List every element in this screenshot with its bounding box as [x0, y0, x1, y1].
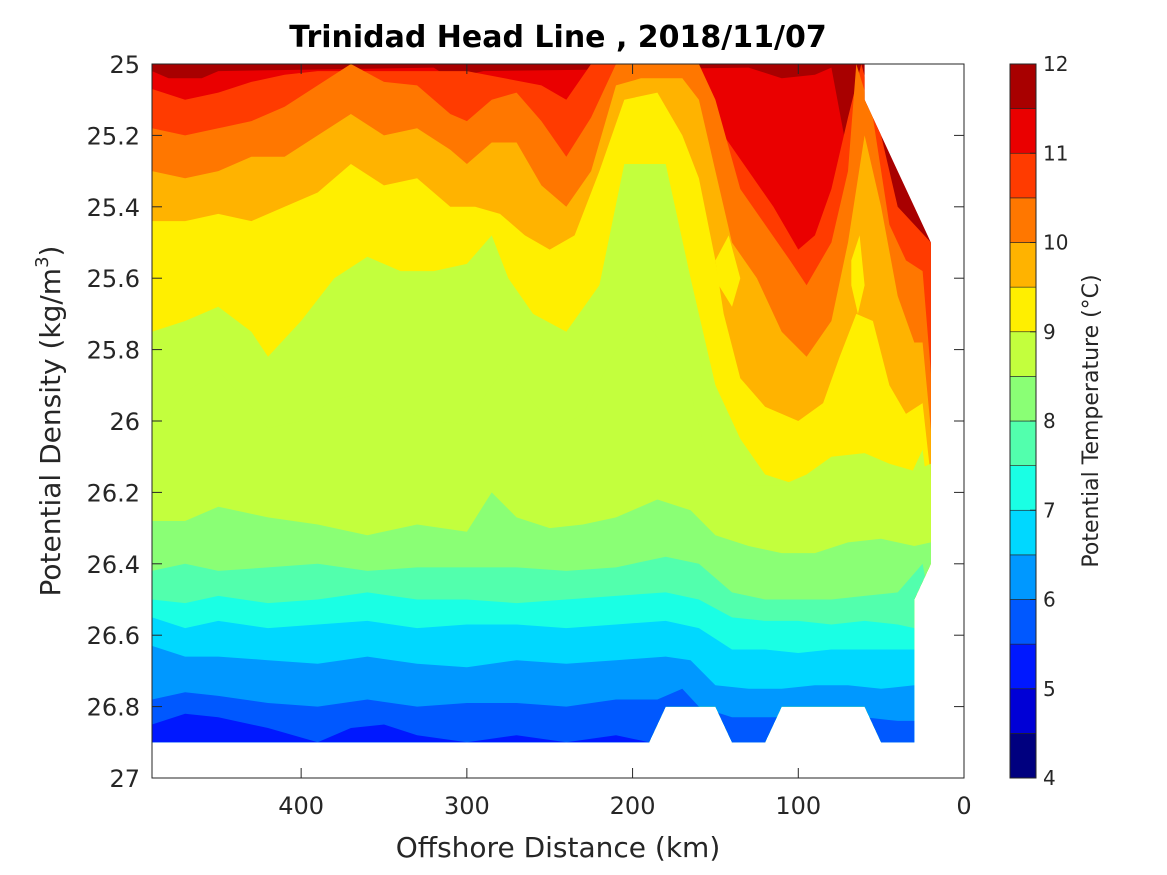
warm-lens-1 — [715, 235, 741, 307]
contour-band-5.5 — [152, 713, 931, 743]
warm-lens-2 — [851, 235, 865, 314]
y-tick-label: 26.2 — [87, 479, 140, 507]
colorbar-segment — [1009, 643, 1037, 690]
x-axis-label: Offshore Distance (km) — [396, 831, 721, 864]
colorbar-segment — [1009, 152, 1037, 199]
contour-bands — [152, 64, 931, 743]
y-tick-label: 27 — [109, 765, 140, 793]
y-tick-label: 26.6 — [87, 622, 140, 650]
colorbar-segment — [1009, 63, 1037, 109]
y-axis-ticks: 25 25.2 25.4 25.6 25.8 26 26.2 26.4 26.6 26.8 27 — [87, 51, 964, 793]
x-tick-label: 0 — [956, 792, 971, 820]
x-axis-ticks: 400 300 200 100 0 — [278, 64, 972, 820]
chart-title: Trinidad Head Line , 2018/11/07 — [289, 20, 826, 55]
colorbar-segment — [1009, 197, 1037, 243]
colorbar-segment — [1009, 420, 1037, 466]
colorbar-tick-label: 5 — [1043, 677, 1056, 701]
colorbar-segment — [1009, 331, 1037, 377]
colorbar-tick-label: 11 — [1043, 141, 1068, 165]
x-tick-label: 100 — [775, 792, 821, 820]
y-tick-label: 26 — [109, 408, 140, 436]
colorbar-segment — [1009, 108, 1037, 154]
contour-domain — [152, 64, 931, 743]
colorbar-segment — [1009, 599, 1037, 645]
colorbar-tick-label: 8 — [1043, 409, 1056, 433]
colorbar-segment — [1009, 509, 1037, 556]
colorbar-ticks: 4 5 6 7 8 9 10 11 12 — [1030, 52, 1068, 790]
colorbar-tick-label: 10 — [1043, 231, 1068, 255]
y-axis-label-main: Potential Density (kg/m — [34, 268, 67, 597]
y-tick-label: 26.8 — [87, 694, 140, 722]
contour-band-6 — [152, 688, 931, 743]
colorbar-label: Potential Temperature (°C) — [1079, 274, 1104, 567]
colorbar-tick-label: 12 — [1043, 52, 1068, 76]
y-axis-label-end: ) — [34, 246, 67, 257]
colorbar-segment — [1009, 465, 1037, 511]
colorbar-tick-label: 9 — [1043, 320, 1056, 344]
colorbar-tick-label: 4 — [1043, 766, 1056, 790]
y-tick-label: 25.2 — [87, 122, 140, 150]
colorbar-tick-label: 7 — [1043, 498, 1056, 522]
colorbar-tick-label: 6 — [1043, 588, 1056, 612]
x-tick-label: 200 — [610, 792, 656, 820]
colorbar-segment — [1009, 286, 1037, 333]
y-tick-label: 26.4 — [87, 551, 140, 579]
colorbar-segment — [1009, 242, 1037, 288]
x-tick-label: 300 — [444, 792, 490, 820]
colorbar-segment — [1009, 376, 1037, 422]
y-tick-label: 25.8 — [87, 337, 140, 365]
y-tick-label: 25.6 — [87, 265, 140, 293]
y-tick-label: 25 — [109, 51, 140, 79]
colorbar-segment — [1009, 688, 1037, 734]
y-axis-label: Potential Density (kg/m3) — [32, 246, 67, 597]
y-tick-label: 25.4 — [87, 194, 140, 222]
y-axis-label-superscript: 3 — [32, 256, 53, 267]
colorbar-segment — [1009, 733, 1037, 779]
x-tick-label: 400 — [278, 792, 324, 820]
colorbar-segment — [1009, 554, 1037, 600]
